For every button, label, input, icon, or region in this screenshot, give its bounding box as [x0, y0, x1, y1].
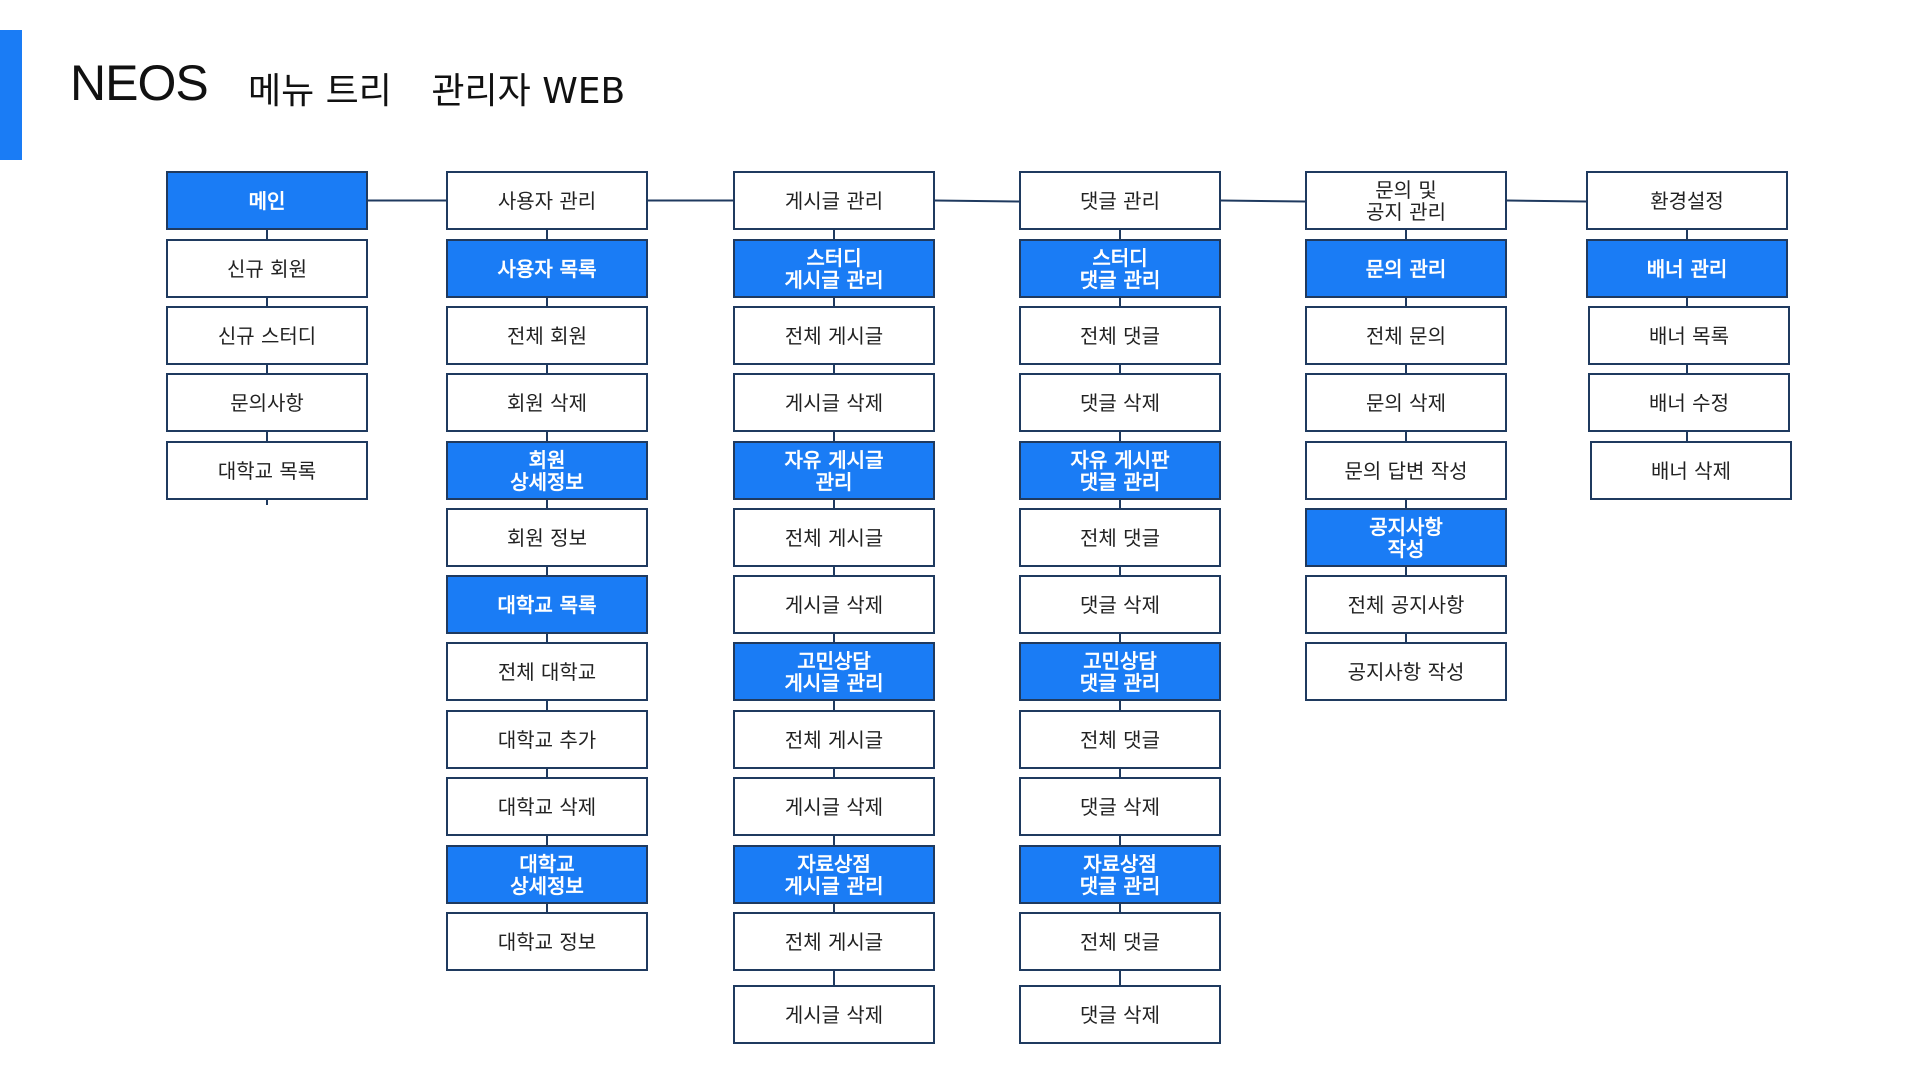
menu-node: 사용자 관리 — [446, 171, 648, 230]
menu-group-node: 대학교 목록 — [446, 575, 648, 634]
menu-node: 게시글 삭제 — [733, 777, 935, 836]
menu-node: 공지사항 작성 — [1305, 642, 1507, 701]
menu-group-node: 고민상담 댓글 관리 — [1019, 642, 1221, 701]
menu-node: 문의 삭제 — [1305, 373, 1507, 432]
menu-group-node: 고민상담 게시글 관리 — [733, 642, 935, 701]
menu-node: 전체 게시글 — [733, 710, 935, 769]
header-link-line — [934, 199, 1020, 203]
menu-node: 전체 게시글 — [733, 306, 935, 365]
menu-node: 전체 댓글 — [1019, 912, 1221, 971]
title-text: 메뉴 트리 — [248, 71, 392, 112]
menu-node: 댓글 삭제 — [1019, 985, 1221, 1044]
subtitle-text: 관리자 WEB — [431, 71, 626, 112]
menu-node: 전체 댓글 — [1019, 508, 1221, 567]
menu-group-node: 대학교 상세정보 — [446, 845, 648, 904]
menu-node: 문의 답변 작성 — [1305, 441, 1507, 500]
menu-node: 전체 대학교 — [446, 642, 648, 701]
menu-group-node: 자료상점 댓글 관리 — [1019, 845, 1221, 904]
menu-group-node: 자유 게시글 관리 — [733, 441, 935, 500]
menu-node: 환경설정 — [1586, 171, 1788, 230]
menu-node: 문의사항 — [166, 373, 368, 432]
logo: NEOS — [70, 55, 209, 111]
menu-node: 전체 게시글 — [733, 508, 935, 567]
menu-node: 댓글 관리 — [1019, 171, 1221, 230]
menu-group-node: 문의 관리 — [1305, 239, 1507, 298]
menu-group-node: 자유 게시판 댓글 관리 — [1019, 441, 1221, 500]
menu-node: 게시글 관리 — [733, 171, 935, 230]
menu-group-node: 스터디 댓글 관리 — [1019, 239, 1221, 298]
menu-node: 회원 삭제 — [446, 373, 648, 432]
menu-group-node: 배너 관리 — [1586, 239, 1788, 298]
menu-node: 전체 댓글 — [1019, 710, 1221, 769]
menu-node: 신규 스터디 — [166, 306, 368, 365]
header-link-line — [1220, 199, 1306, 203]
menu-node: 문의 및 공지 관리 — [1305, 171, 1507, 230]
menu-node: 게시글 삭제 — [733, 575, 935, 634]
menu-node: 대학교 정보 — [446, 912, 648, 971]
menu-node: 전체 회원 — [446, 306, 648, 365]
menu-group-node: 스터디 게시글 관리 — [733, 239, 935, 298]
header-link-line — [1506, 199, 1587, 203]
accent-bar — [0, 30, 22, 160]
menu-node: 대학교 목록 — [166, 441, 368, 500]
menu-node: 게시글 삭제 — [733, 985, 935, 1044]
menu-node: 게시글 삭제 — [733, 373, 935, 432]
menu-node: 배너 수정 — [1588, 373, 1790, 432]
menu-group-node: 회원 상세정보 — [446, 441, 648, 500]
page-title: 메뉴 트리 관리자 WEB — [248, 62, 625, 114]
menu-node: 대학교 추가 — [446, 710, 648, 769]
menu-node: 회원 정보 — [446, 508, 648, 567]
menu-node: 전체 공지사항 — [1305, 575, 1507, 634]
menu-group-node: 메인 — [166, 171, 368, 230]
menu-node: 댓글 삭제 — [1019, 373, 1221, 432]
menu-node: 대학교 삭제 — [446, 777, 648, 836]
menu-group-node: 자료상점 게시글 관리 — [733, 845, 935, 904]
menu-node: 댓글 삭제 — [1019, 777, 1221, 836]
menu-node: 배너 삭제 — [1590, 441, 1792, 500]
menu-node: 댓글 삭제 — [1019, 575, 1221, 634]
menu-group-node: 사용자 목록 — [446, 239, 648, 298]
menu-node: 전체 게시글 — [733, 912, 935, 971]
menu-node: 배너 목록 — [1588, 306, 1790, 365]
menu-node: 전체 문의 — [1305, 306, 1507, 365]
menu-node: 신규 회원 — [166, 239, 368, 298]
menu-group-node: 공지사항 작성 — [1305, 508, 1507, 567]
menu-node: 전체 댓글 — [1019, 306, 1221, 365]
